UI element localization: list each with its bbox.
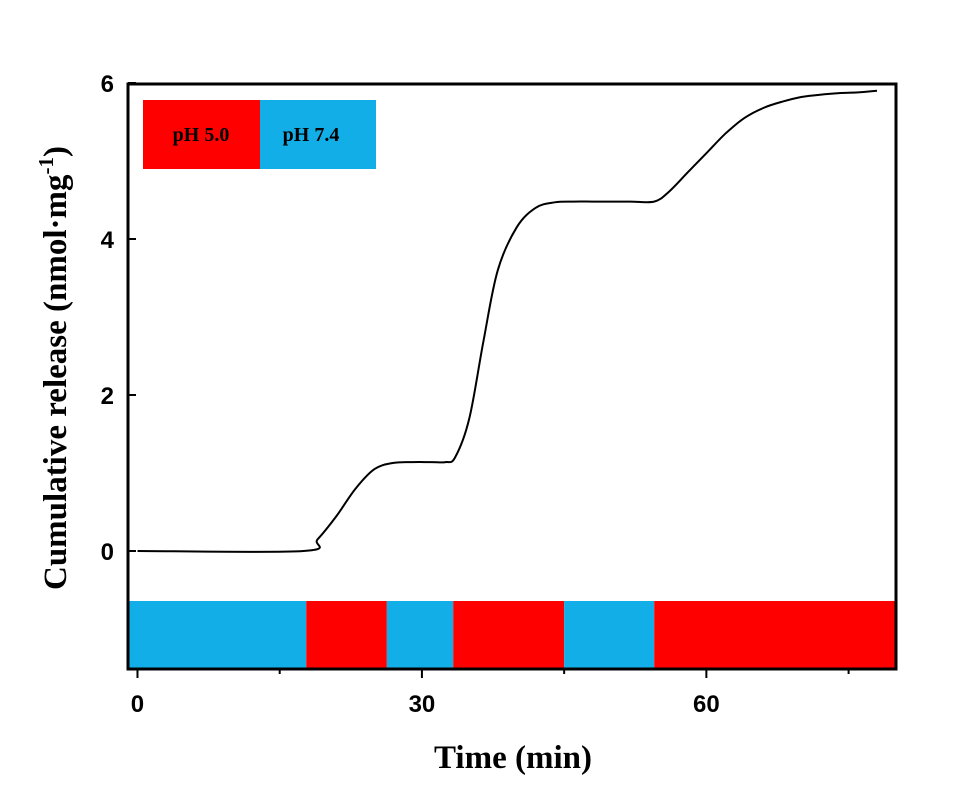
y-axis-title-sup: -1 xyxy=(34,157,58,175)
y-tick-label-2: 2 xyxy=(101,383,114,410)
y-axis-title-main: Cumulative release (nmol·mg xyxy=(38,174,74,590)
y-axis-title-end: ) xyxy=(38,146,74,157)
x-tick-label-30: 30 xyxy=(409,691,436,718)
ph-band-2 xyxy=(386,601,454,669)
y-tick-label-0: 0 xyxy=(101,539,114,566)
x-axis-title: Time (min) xyxy=(434,740,592,776)
release-curve xyxy=(137,89,878,553)
y-tick-label-4: 4 xyxy=(101,227,115,254)
ph-band-0 xyxy=(128,601,307,669)
x-tick-label-0: 0 xyxy=(131,691,144,718)
y-tick-label-6: 6 xyxy=(101,71,114,98)
legend-swatch-ph74 xyxy=(260,100,376,169)
legend-label-ph74: pH 7.4 xyxy=(283,124,340,146)
ph-band-4 xyxy=(564,601,655,669)
ph-band-strip xyxy=(128,601,896,669)
plot-frame xyxy=(126,82,898,671)
legend-label-ph5: pH 5.0 xyxy=(173,124,230,146)
ph-band-5 xyxy=(654,601,896,669)
legend-swatch-ph5 xyxy=(143,100,260,169)
x-tick-label-60: 60 xyxy=(693,691,720,718)
ph-band-1 xyxy=(306,601,387,669)
legend: pH 5.0 pH 7.4 xyxy=(143,100,376,169)
y-axis-title: Cumulative release (nmol·mg-1) xyxy=(34,146,74,590)
ph-band-3 xyxy=(453,601,565,669)
